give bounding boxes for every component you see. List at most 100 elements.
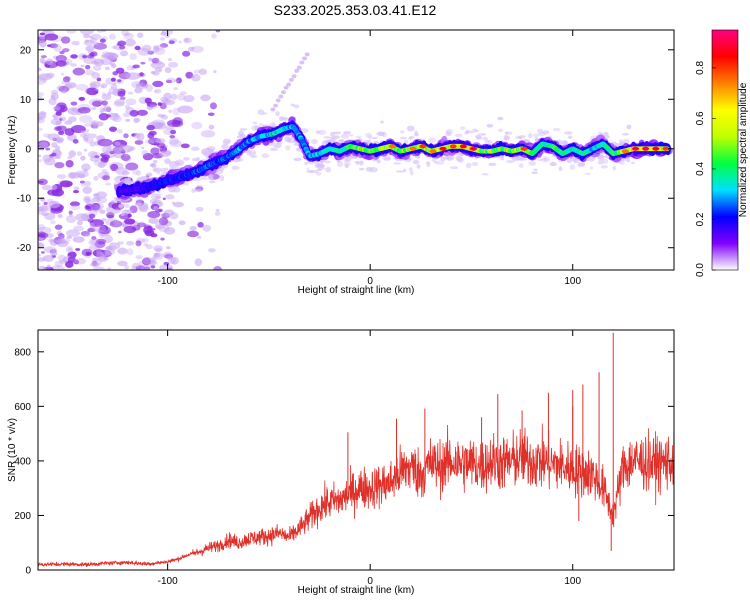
noise-blob <box>147 50 155 55</box>
noise-blob <box>344 164 349 168</box>
noise-blob <box>497 116 504 121</box>
noise-blob <box>70 204 81 211</box>
noise-blob <box>136 132 145 141</box>
noise-blob <box>481 133 486 136</box>
noise-blob <box>67 172 76 179</box>
noise-blob <box>167 58 173 62</box>
noise-blob <box>201 177 210 181</box>
noise-blob <box>101 218 106 221</box>
noise-blob <box>65 246 74 253</box>
noise-blob <box>124 171 130 175</box>
noise-blob <box>72 67 85 76</box>
noise-blob <box>584 172 592 175</box>
noise-blob <box>123 225 137 234</box>
noise-blob <box>134 198 144 202</box>
noise-blob <box>141 149 149 156</box>
noise-blob <box>622 138 630 145</box>
noise-blob <box>396 170 405 173</box>
noise-blob <box>155 138 166 144</box>
noise-blob <box>154 67 163 72</box>
noise-blob <box>49 251 58 256</box>
noise-blob <box>168 137 180 146</box>
noise-blob <box>70 101 78 106</box>
noise-blob <box>116 175 123 179</box>
noise-blob <box>148 130 157 136</box>
noise-blob <box>140 264 151 270</box>
noise-blob <box>399 136 407 140</box>
noise-blob <box>172 117 183 125</box>
frequency-ridge <box>114 116 673 200</box>
noise-blob <box>426 161 431 167</box>
noise-blob <box>70 63 77 67</box>
noise-blob <box>208 175 214 181</box>
noise-blob <box>154 222 162 229</box>
noise-blob <box>558 166 563 171</box>
noise-blob <box>117 40 127 47</box>
noise-blob <box>412 159 420 165</box>
noise-blob <box>148 137 162 145</box>
noise-blob <box>132 262 141 269</box>
noise-blob <box>612 165 616 171</box>
noise-blob <box>146 172 153 177</box>
noise-blob <box>113 113 119 117</box>
noise-blob <box>400 130 405 134</box>
noise-blob <box>84 197 90 201</box>
noise-blob <box>164 66 172 74</box>
noise-blob <box>38 96 43 102</box>
noise-blob <box>133 117 140 124</box>
noise-blob <box>83 123 91 127</box>
noise-blob <box>99 38 106 43</box>
noise-blob <box>631 161 635 165</box>
noise-blob <box>275 111 280 117</box>
noise-blob <box>239 128 248 131</box>
noise-blob <box>120 213 125 217</box>
noise-blob <box>89 141 96 147</box>
ridge-hotspot <box>621 149 629 154</box>
noise-blob <box>125 72 141 80</box>
noise-blob <box>51 152 57 157</box>
noise-blob <box>89 37 97 44</box>
noise-blob <box>115 208 119 211</box>
noise-blob <box>132 64 140 69</box>
noise-blob <box>190 73 201 82</box>
snr-y-label: SNR (10 * v/v) <box>7 418 18 482</box>
noise-blob <box>141 238 149 243</box>
noise-blob <box>38 159 42 163</box>
noise-blob <box>170 93 178 100</box>
noise-blob <box>315 130 321 134</box>
noise-blob <box>569 164 576 170</box>
noise-blob <box>98 226 111 235</box>
noise-blob <box>371 136 379 140</box>
noise-blob <box>44 33 59 41</box>
noise-blob <box>117 247 128 255</box>
noise-blob <box>56 125 67 132</box>
harmonic-blob <box>278 94 284 99</box>
noise-blob <box>580 162 586 167</box>
noise-blob <box>528 161 537 166</box>
noise-blob <box>138 204 149 213</box>
noise-blob <box>38 180 44 184</box>
noise-blob <box>354 160 361 164</box>
noise-blob <box>153 205 159 211</box>
noise-blob <box>72 139 79 144</box>
noise-blob <box>317 167 326 170</box>
harmonic-blob <box>302 56 308 61</box>
noise-blob <box>191 45 204 53</box>
ridge-hotspot <box>469 146 477 151</box>
noise-blob <box>50 220 56 225</box>
noise-blob <box>91 258 103 266</box>
noise-blob <box>120 50 129 57</box>
noise-blob <box>134 203 141 207</box>
noise-blob <box>325 166 332 173</box>
noise-blob <box>122 112 131 118</box>
colorbar-tick-label: 0.2 <box>695 212 706 226</box>
noise-blob <box>118 144 134 153</box>
noise-blob <box>304 161 308 166</box>
noise-blob <box>348 134 354 137</box>
noise-blob <box>428 137 437 144</box>
noise-blob <box>51 188 65 197</box>
noise-blob <box>159 43 169 48</box>
noise-blob <box>125 118 131 122</box>
noise-blob <box>38 232 49 238</box>
